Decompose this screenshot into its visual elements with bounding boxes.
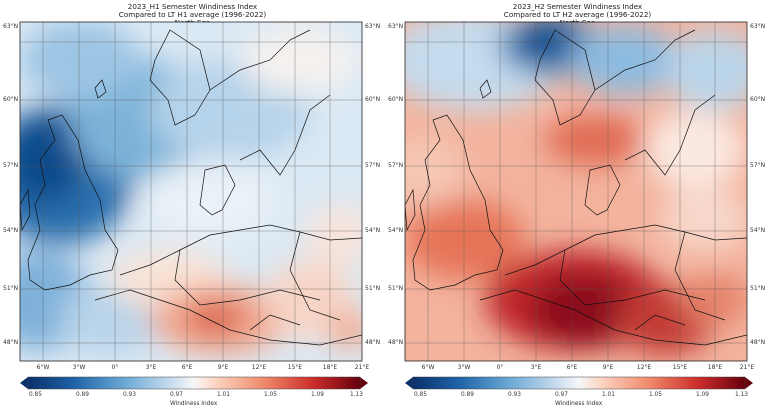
lat-label: 48°N xyxy=(365,339,381,346)
lon-label: 0° xyxy=(496,364,504,371)
lat-label: 57°N xyxy=(750,162,766,169)
lon-label: 3°E xyxy=(145,364,157,371)
lat-label: 48°N xyxy=(750,339,766,346)
colorbar-tick: 0.89 xyxy=(76,392,89,398)
lat-label: 48°N xyxy=(388,339,404,346)
lat-label: 54°N xyxy=(3,227,19,234)
lon-label: 12°E xyxy=(636,364,652,371)
lat-label: 54°N xyxy=(365,227,381,234)
lat-label: 57°N xyxy=(3,162,19,169)
colorbar-tick: 1.05 xyxy=(264,392,277,398)
lat-label: 63°N xyxy=(3,23,19,30)
colorbar-tick: 0.85 xyxy=(414,392,427,398)
lon-label: 0° xyxy=(111,364,119,371)
lat-label: 60°N xyxy=(388,96,404,103)
panel-h2: 2023_H2 Semester Windiness Index Compare… xyxy=(385,0,770,411)
colorbar-tick: 0.93 xyxy=(508,392,521,398)
colorbar-tick: 1.01 xyxy=(217,392,230,398)
lat-label: 51°N xyxy=(365,285,381,292)
panel-h1: 2023_H1 Semester Windiness Index Compare… xyxy=(3,2,381,407)
lon-label: 15°E xyxy=(287,364,303,371)
lat-label: 54°N xyxy=(750,227,766,234)
colorbar-tick: 1.13 xyxy=(735,392,748,398)
lat-label: 60°N xyxy=(365,96,381,103)
colorbar-tick: 1.09 xyxy=(696,392,709,398)
lat-label: 63°N xyxy=(750,23,766,30)
lon-label: 6°E xyxy=(566,364,578,371)
lat-label: 63°N xyxy=(365,23,381,30)
lon-label: 18°E xyxy=(322,364,338,371)
lat-label: 48°N xyxy=(3,339,19,346)
colorbar-tick: 0.93 xyxy=(123,392,136,398)
lon-label: 6°W xyxy=(36,364,50,371)
colorbar-tick: 1.05 xyxy=(649,392,662,398)
colorbar-tick: 0.97 xyxy=(170,392,183,398)
lon-label: 3°W xyxy=(72,364,86,371)
lon-label: 21°E xyxy=(354,364,370,371)
lat-label: 63°N xyxy=(388,23,404,30)
lat-label: 54°N xyxy=(388,227,404,234)
lon-label: 15°E xyxy=(672,364,688,371)
lon-label: 6°E xyxy=(181,364,193,371)
colorbar-h2 xyxy=(405,376,753,390)
lat-label: 51°N xyxy=(3,285,19,292)
lon-label: 9°E xyxy=(217,364,229,371)
colorbar-label: Windiness Index xyxy=(170,401,218,407)
lat-label: 51°N xyxy=(750,285,766,292)
lat-label: 60°N xyxy=(3,96,19,103)
lat-label: 60°N xyxy=(750,96,766,103)
lat-label: 51°N xyxy=(388,285,404,292)
colorbar-tick: 1.09 xyxy=(311,392,324,398)
lon-label: 18°E xyxy=(707,364,723,371)
colorbar-tick: 0.85 xyxy=(29,392,42,398)
map-h1 xyxy=(19,21,368,390)
lon-label: 6°W xyxy=(421,364,435,371)
lat-label: 57°N xyxy=(388,162,404,169)
lon-label: 3°E xyxy=(530,364,542,371)
map-h2 xyxy=(404,21,753,390)
colorbar-tick: 1.13 xyxy=(350,392,363,398)
colorbar-tick: 0.89 xyxy=(461,392,474,398)
colorbar-h1 xyxy=(20,376,368,390)
lon-label: 3°W xyxy=(457,364,471,371)
colorbar-tick: 0.97 xyxy=(555,392,568,398)
lon-label: 9°E xyxy=(602,364,614,371)
colorbar-label: Windiness Index xyxy=(555,401,603,407)
colorbar-tick: 1.01 xyxy=(602,392,615,398)
lon-label: 12°E xyxy=(251,364,267,371)
lat-label: 57°N xyxy=(365,162,381,169)
lon-label: 21°E xyxy=(739,364,755,371)
